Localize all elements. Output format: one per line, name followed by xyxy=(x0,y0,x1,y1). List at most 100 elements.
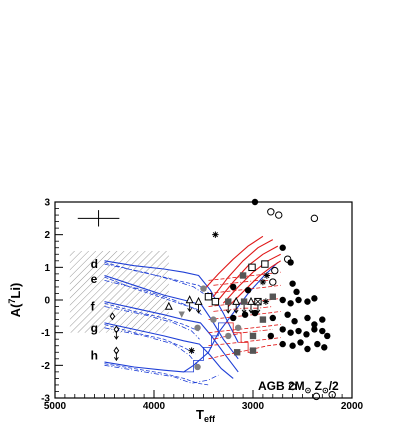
star-marker-49 xyxy=(311,321,318,328)
star-marker-58 xyxy=(279,340,286,348)
star-marker-70 xyxy=(194,324,201,331)
model-curve-26 xyxy=(208,324,281,334)
star-marker-3 xyxy=(275,211,283,219)
model-curve-11 xyxy=(104,263,204,294)
curve-label-d: d xyxy=(91,257,98,271)
model-curves xyxy=(104,235,282,386)
star-marker-33 xyxy=(287,300,294,307)
star-marker-45 xyxy=(269,314,276,322)
star-marker-74 xyxy=(194,363,201,371)
y-tick-label-4: 0 xyxy=(44,296,50,307)
star-marker-25 xyxy=(225,298,232,305)
model-curve-17 xyxy=(212,239,274,298)
star-marker-32 xyxy=(279,296,286,304)
upper-limit-arrow-7 xyxy=(255,304,261,314)
model-curve-20 xyxy=(227,260,282,307)
star-marker-57 xyxy=(324,332,331,340)
star-marker-39 xyxy=(178,311,185,318)
model-curve-32 xyxy=(225,322,258,353)
star-marker-4 xyxy=(310,214,319,223)
curve-label-f: f xyxy=(91,300,96,314)
upper-limit-arrow-3 xyxy=(225,304,231,314)
star-marker-73 xyxy=(188,347,195,354)
upper-limit-arrow-1 xyxy=(187,303,193,313)
observed-stars xyxy=(77,198,336,401)
star-marker-11 xyxy=(271,266,279,275)
y-tick-label-5: 1 xyxy=(44,263,50,274)
star-marker-29 xyxy=(254,297,262,306)
model-curve-31 xyxy=(213,329,273,340)
star-marker-31 xyxy=(269,293,276,300)
star-marker-42 xyxy=(241,311,249,318)
x-axis-title-subscript: eff xyxy=(204,414,216,424)
star-marker-62 xyxy=(314,340,321,348)
model-curve-19 xyxy=(222,253,281,304)
model-curve-4 xyxy=(104,322,234,379)
star-marker-13 xyxy=(259,278,267,286)
star-marker-5 xyxy=(212,231,219,238)
star-marker-37 xyxy=(109,312,116,321)
star-marker-65 xyxy=(249,332,257,340)
star-marker-28 xyxy=(247,296,256,305)
star-marker-38 xyxy=(164,301,173,310)
star-marker-34 xyxy=(295,296,302,304)
star-marker-8 xyxy=(287,259,294,266)
star-marker-26 xyxy=(232,296,241,305)
upper-limit-arrow-2 xyxy=(196,304,201,314)
upper-limit-arrow-5 xyxy=(241,304,247,314)
star-marker-54 xyxy=(303,331,310,338)
star-marker-9 xyxy=(248,263,256,272)
star-marker-46 xyxy=(284,311,291,318)
model-curve-28 xyxy=(208,343,281,360)
x-axis-title: Teff xyxy=(196,407,216,424)
x-tick-label-4: 2000 xyxy=(341,401,364,412)
star-marker-59 xyxy=(289,342,296,349)
upper-limit-arrow-6 xyxy=(248,304,254,314)
curve-label-g: g xyxy=(91,321,98,335)
star-marker-14 xyxy=(263,272,271,279)
star-marker-76 xyxy=(312,392,321,401)
model-curve-21 xyxy=(203,235,264,291)
model-curve-18 xyxy=(217,245,279,301)
annotation-sun-subscript-1: ⊙ xyxy=(305,386,312,395)
star-marker-41 xyxy=(230,314,237,322)
curve-label-e: e xyxy=(91,272,98,286)
star-marker-69 xyxy=(233,349,241,356)
error-bar-cross xyxy=(77,210,120,227)
star-marker-61 xyxy=(304,345,311,353)
model-curve-8 xyxy=(104,302,199,332)
y-axis-title: A(7Li) xyxy=(7,283,23,318)
star-marker-75 xyxy=(288,382,297,391)
star-marker-6 xyxy=(279,244,286,251)
star-marker-20 xyxy=(200,285,207,292)
axis-ticks: 5000 4000 3000 2000 -3 -2 -1 0 1 2 3 xyxy=(41,198,363,413)
x-tick-label-1: 5000 xyxy=(44,401,67,412)
star-marker-17 xyxy=(293,288,300,296)
y-tick-label-1: -3 xyxy=(41,394,50,405)
model-curve-16 xyxy=(183,322,226,373)
star-marker-60 xyxy=(297,339,304,346)
star-marker-21 xyxy=(185,295,194,304)
model-curve-13 xyxy=(104,306,200,340)
star-marker-56 xyxy=(319,327,326,335)
star-marker-52 xyxy=(287,329,294,336)
star-marker-16 xyxy=(289,280,296,287)
star-marker-67 xyxy=(225,332,232,340)
model-curve-9 xyxy=(104,324,196,355)
star-marker-40 xyxy=(210,316,217,323)
star-marker-48 xyxy=(304,314,311,322)
model-curve-12 xyxy=(104,280,202,316)
model-curve-7 xyxy=(104,276,199,311)
annotation-sun-subscript-2: ⊙ xyxy=(322,386,329,395)
star-marker-36 xyxy=(311,295,318,302)
y-tick-label-3: -1 xyxy=(41,328,50,339)
star-marker-53 xyxy=(295,327,302,335)
upper-limit-arrow-9 xyxy=(114,352,119,362)
star-marker-12 xyxy=(239,272,247,279)
star-marker-35 xyxy=(304,298,311,305)
curve-label-h: h xyxy=(91,349,98,363)
model-curve-3 xyxy=(104,301,239,373)
y-tick-label-2: -2 xyxy=(41,361,50,372)
